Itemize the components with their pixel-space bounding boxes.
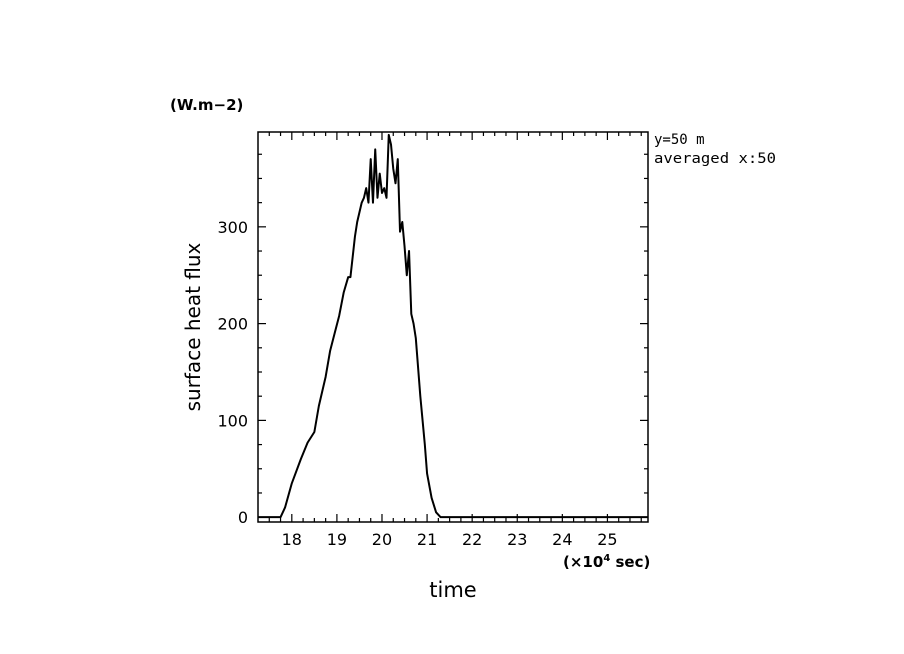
tick-marks [258, 132, 648, 522]
y-tick-label: 100 [217, 411, 248, 430]
x-axis-label: time [429, 578, 476, 602]
x-tick-label: 19 [327, 530, 347, 549]
x-unit-prefix: (×10 [563, 553, 603, 571]
series-group [258, 133, 648, 519]
x-tick-label: 20 [372, 530, 392, 549]
x-tick-label: 23 [507, 530, 527, 549]
x-unit-label: (×104 sec) [563, 553, 650, 571]
y-tick-label: 300 [217, 218, 248, 237]
x-tick-label: 18 [282, 530, 302, 549]
y-tick-label: 200 [217, 315, 248, 334]
plot-frame [257, 131, 649, 523]
x-tick-label: 25 [597, 530, 617, 549]
y-tick-label: 0 [238, 508, 248, 527]
x-tick-label: 24 [552, 530, 572, 549]
y-unit-label: (W.m−2) [170, 96, 243, 114]
y-tick-labels: 0 100 200 300 [217, 218, 248, 527]
x-tick-label: 21 [417, 530, 437, 549]
x-unit-exponent: 4 [603, 553, 610, 564]
annotation-line-2: averaged x:50 [654, 151, 776, 167]
annotation-line-1: y=50 m [654, 132, 705, 148]
y-axis-label: surface heat flux [181, 242, 205, 411]
x-tick-label: 22 [462, 530, 482, 549]
x-unit-suffix: sec) [610, 553, 650, 571]
x-tick-labels: 18 19 20 21 22 23 24 25 [282, 530, 618, 549]
series-line [258, 133, 648, 519]
